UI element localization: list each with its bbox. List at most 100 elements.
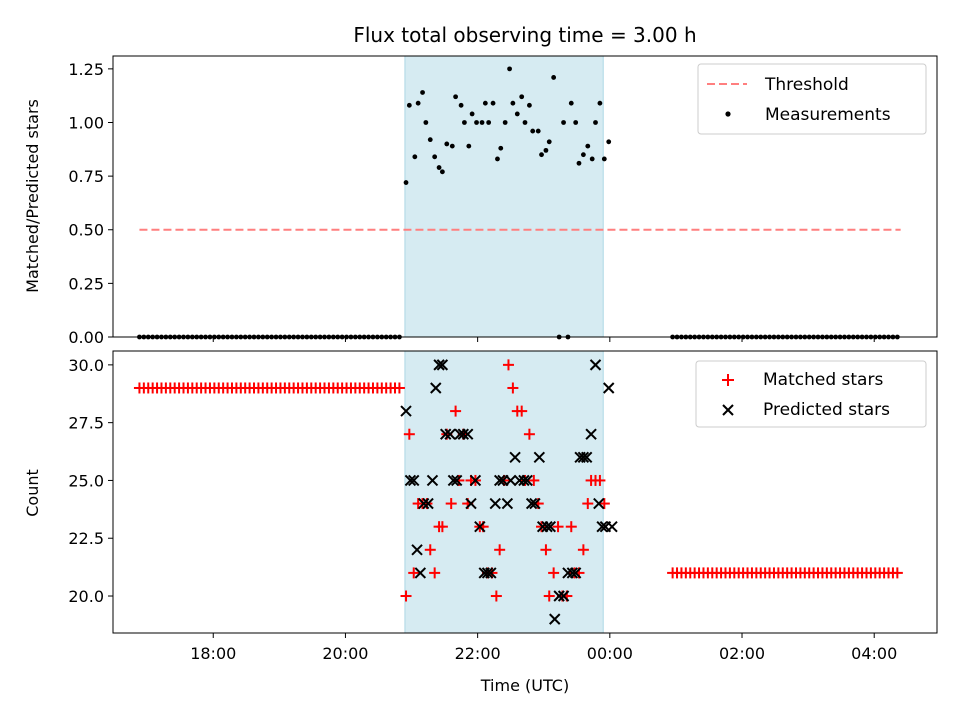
predicted-marker-stroke: [553, 590, 565, 602]
predicted-marker-stroke: [447, 474, 460, 487]
measurement-point: [423, 120, 429, 125]
predicted-star-marker: [577, 451, 590, 464]
predicted-marker-stroke: [589, 359, 602, 371]
predicted-marker-stroke: [489, 497, 501, 510]
x-tick-label: 20:00: [322, 644, 368, 663]
predicted-star-marker: [533, 451, 546, 464]
matched-star-marker: [502, 359, 514, 371]
predicted-star-marker: [465, 497, 477, 510]
measurement-point: [436, 165, 442, 170]
top-plot-frame: [112, 55, 938, 338]
predicted-marker-stroke: [481, 567, 494, 579]
predicted-marker-stroke: [549, 613, 561, 625]
predicted-marker-stroke: [509, 451, 521, 464]
top-legend-box: [697, 63, 927, 135]
measurement-point: [486, 120, 492, 125]
predicted-legend-label: Predicted stars: [763, 400, 890, 420]
predicted-marker-stroke: [462, 428, 474, 440]
measurement-point: [585, 143, 591, 149]
measurement-point: [522, 120, 528, 125]
matched-star-marker: [523, 428, 535, 440]
predicted-star-marker: [411, 544, 423, 556]
matched-legend-label: Matched stars: [763, 370, 883, 390]
predicted-marker-stroke: [606, 520, 618, 533]
measurement-point: [449, 143, 455, 149]
matched-star-marker: [403, 428, 415, 440]
predicted-star-marker: [436, 359, 449, 371]
predicted-marker-stroke: [426, 474, 439, 487]
predicted-star-marker: [606, 520, 618, 533]
measurement-point: [420, 90, 425, 95]
y-tick-label: 0.25: [68, 274, 104, 293]
bottom-x-axis-ticks: 18:00 20:00 22:00 00:00 02:00 04:00: [190, 633, 897, 663]
observing-time-span: [404, 55, 604, 338]
predicted-star-marker: [580, 451, 593, 464]
predicted-marker-stroke: [603, 382, 615, 394]
y-tick-label: 22.5: [68, 529, 104, 548]
predicted-star-marker: [557, 590, 570, 602]
matched-star-marker: [516, 405, 528, 417]
matched-star-marker: [594, 474, 606, 486]
predicted-star-marker: [474, 520, 486, 533]
y-tick-label: 27.5: [68, 414, 104, 433]
predicted-marker-stroke: [404, 474, 417, 487]
measurement-point: [519, 94, 525, 100]
predicted-star-marker: [504, 474, 517, 487]
measurement-point: [527, 102, 532, 108]
measurement-point: [469, 111, 475, 117]
bottom-legend: Matched stars Predicted stars: [695, 360, 927, 428]
predicted-star-marker: [417, 497, 430, 510]
predicted-marker-stroke: [469, 474, 482, 487]
matched-star-marker: [453, 474, 465, 486]
matched-star-marker: [552, 521, 564, 533]
predicted-marker-stroke: [580, 451, 593, 464]
predicted-star-marker: [400, 405, 412, 417]
y-tick-label: 1.00: [68, 113, 104, 132]
measurement-point: [593, 120, 598, 125]
predicted-star-marker: [489, 497, 501, 510]
predicted-star-marker: [414, 567, 427, 579]
predicted-star-marker: [462, 428, 474, 440]
predicted-star-marker: [426, 474, 439, 487]
predicted-star-marker: [518, 474, 530, 487]
measurement-point: [462, 120, 467, 125]
chart-title: Flux total observing time = 3.00 h: [353, 23, 696, 47]
y-tick-label: 20.0: [68, 587, 104, 606]
y-tick-label: 30.0: [68, 356, 104, 375]
measurement-point: [412, 154, 418, 160]
predicted-star-marker: [593, 497, 605, 510]
predicted-marker-stroke: [525, 497, 538, 510]
predicted-marker-stroke: [569, 567, 582, 579]
predicted-marker-stroke: [541, 520, 553, 533]
bottom-legend-box: [695, 360, 927, 428]
bottom-panel: 20.0 22.5 25.0 27.5 30.0 18:00 20:00 22:00 00:0…: [23, 350, 938, 695]
matched-star-marker: [548, 567, 560, 579]
matched-star-marker: [540, 544, 552, 556]
predicted-star-marker: [585, 428, 597, 440]
matched-star-marker: [429, 567, 441, 579]
predicted-marker-stroke: [518, 474, 530, 487]
matched-star-marker: [450, 405, 462, 417]
predicted-marker-stroke: [593, 497, 605, 510]
x-tick-label: 02:00: [719, 644, 765, 663]
predicted-star-marker: [549, 613, 561, 625]
matched-star-markers: [133, 359, 903, 602]
matched-star-marker: [543, 590, 555, 602]
measurement-point: [535, 128, 541, 134]
top-legend: Threshold Measurements: [697, 63, 927, 135]
predicted-marker-stroke: [577, 451, 590, 464]
x-tick-label: 18:00: [190, 644, 236, 663]
predicted-marker-stroke: [444, 428, 456, 440]
predicted-star-marker: [447, 474, 460, 487]
predicted-marker-stroke: [585, 428, 597, 440]
predicted-star-marker: [569, 567, 582, 579]
predicted-star-marker: [521, 474, 533, 487]
threshold-legend-label: Threshold: [764, 75, 849, 95]
bottom-y-axis-ticks: 20.0 22.5 25.0 27.5 30.0: [68, 356, 113, 606]
predicted-marker-stroke: [408, 474, 420, 487]
matched-star-marker: [891, 567, 903, 579]
predicted-legend-swatch: [722, 404, 734, 416]
measurement-point: [406, 102, 412, 108]
y-tick-label: 1.25: [68, 60, 104, 79]
